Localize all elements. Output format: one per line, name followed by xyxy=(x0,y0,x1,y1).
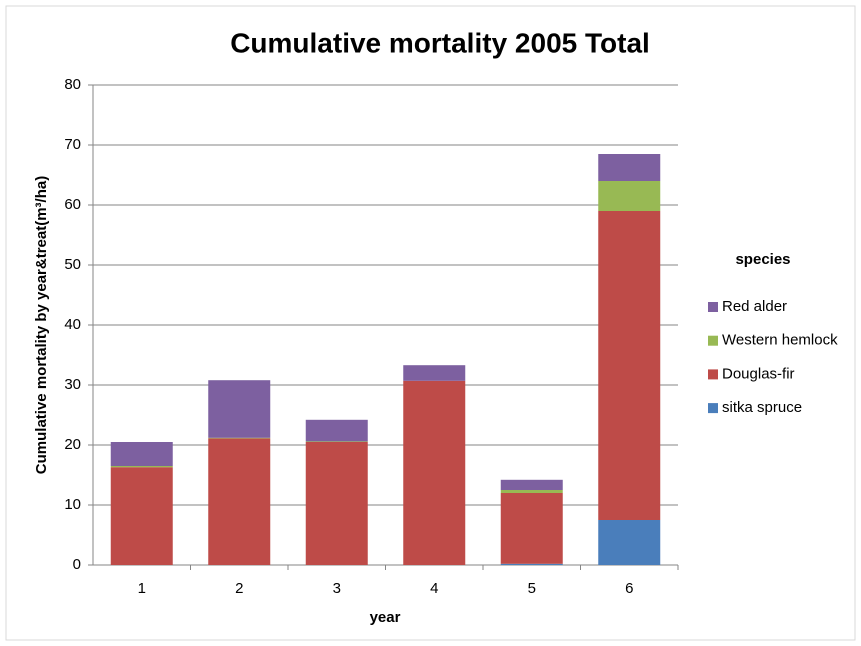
legend-title: species xyxy=(735,251,790,268)
legend-swatch xyxy=(708,369,718,380)
legend-swatch xyxy=(708,302,718,312)
y-tick-label: 30 xyxy=(64,376,81,393)
x-tick-label: 1 xyxy=(138,580,146,597)
bar-segment xyxy=(500,563,563,565)
bar-segment xyxy=(110,466,173,468)
chart-title: Cumulative mortality 2005 Total xyxy=(230,27,650,58)
bar-segment xyxy=(500,493,563,564)
bar-segment xyxy=(598,154,661,181)
y-tick-label: 0 xyxy=(73,556,81,573)
bar-segment xyxy=(305,441,368,442)
bar-segment xyxy=(110,442,173,466)
bar-segment xyxy=(305,419,368,442)
bar-segment xyxy=(500,490,563,493)
bar-segment xyxy=(110,467,173,565)
x-axis-label: year xyxy=(370,609,401,626)
y-tick-label: 80 xyxy=(64,76,81,93)
x-tick-label: 5 xyxy=(528,580,536,597)
legend-label: Red alder xyxy=(722,298,787,315)
bar-segment xyxy=(403,365,466,381)
legend-label: sitka spruce xyxy=(722,399,802,416)
x-tick-label: 2 xyxy=(235,580,243,597)
x-tick-label: 3 xyxy=(333,580,341,597)
bar-segment xyxy=(598,181,661,211)
y-tick-label: 50 xyxy=(64,256,81,273)
bar-segment xyxy=(208,380,271,438)
x-tick-label: 6 xyxy=(625,580,633,597)
bar-segment xyxy=(305,442,368,565)
bar-segment xyxy=(208,438,271,565)
bar-segment xyxy=(500,479,563,490)
y-tick-label: 10 xyxy=(64,496,81,513)
legend-swatch xyxy=(708,403,718,414)
bar-segment xyxy=(403,380,466,565)
y-tick-label: 70 xyxy=(64,136,81,153)
y-axis-label: Cumulative mortality by year&treat(m³/ha… xyxy=(33,176,50,474)
legend-swatch xyxy=(708,335,718,346)
legend-label: Douglas-fir xyxy=(722,365,795,382)
bar-segment xyxy=(208,437,271,439)
y-tick-label: 60 xyxy=(64,196,81,213)
bar-segment xyxy=(598,211,661,520)
y-tick-label: 20 xyxy=(64,436,81,453)
bar-segment xyxy=(598,520,661,565)
legend-label: Western hemlock xyxy=(722,332,838,349)
y-tick-label: 40 xyxy=(64,316,81,333)
x-tick-label: 4 xyxy=(430,580,438,597)
